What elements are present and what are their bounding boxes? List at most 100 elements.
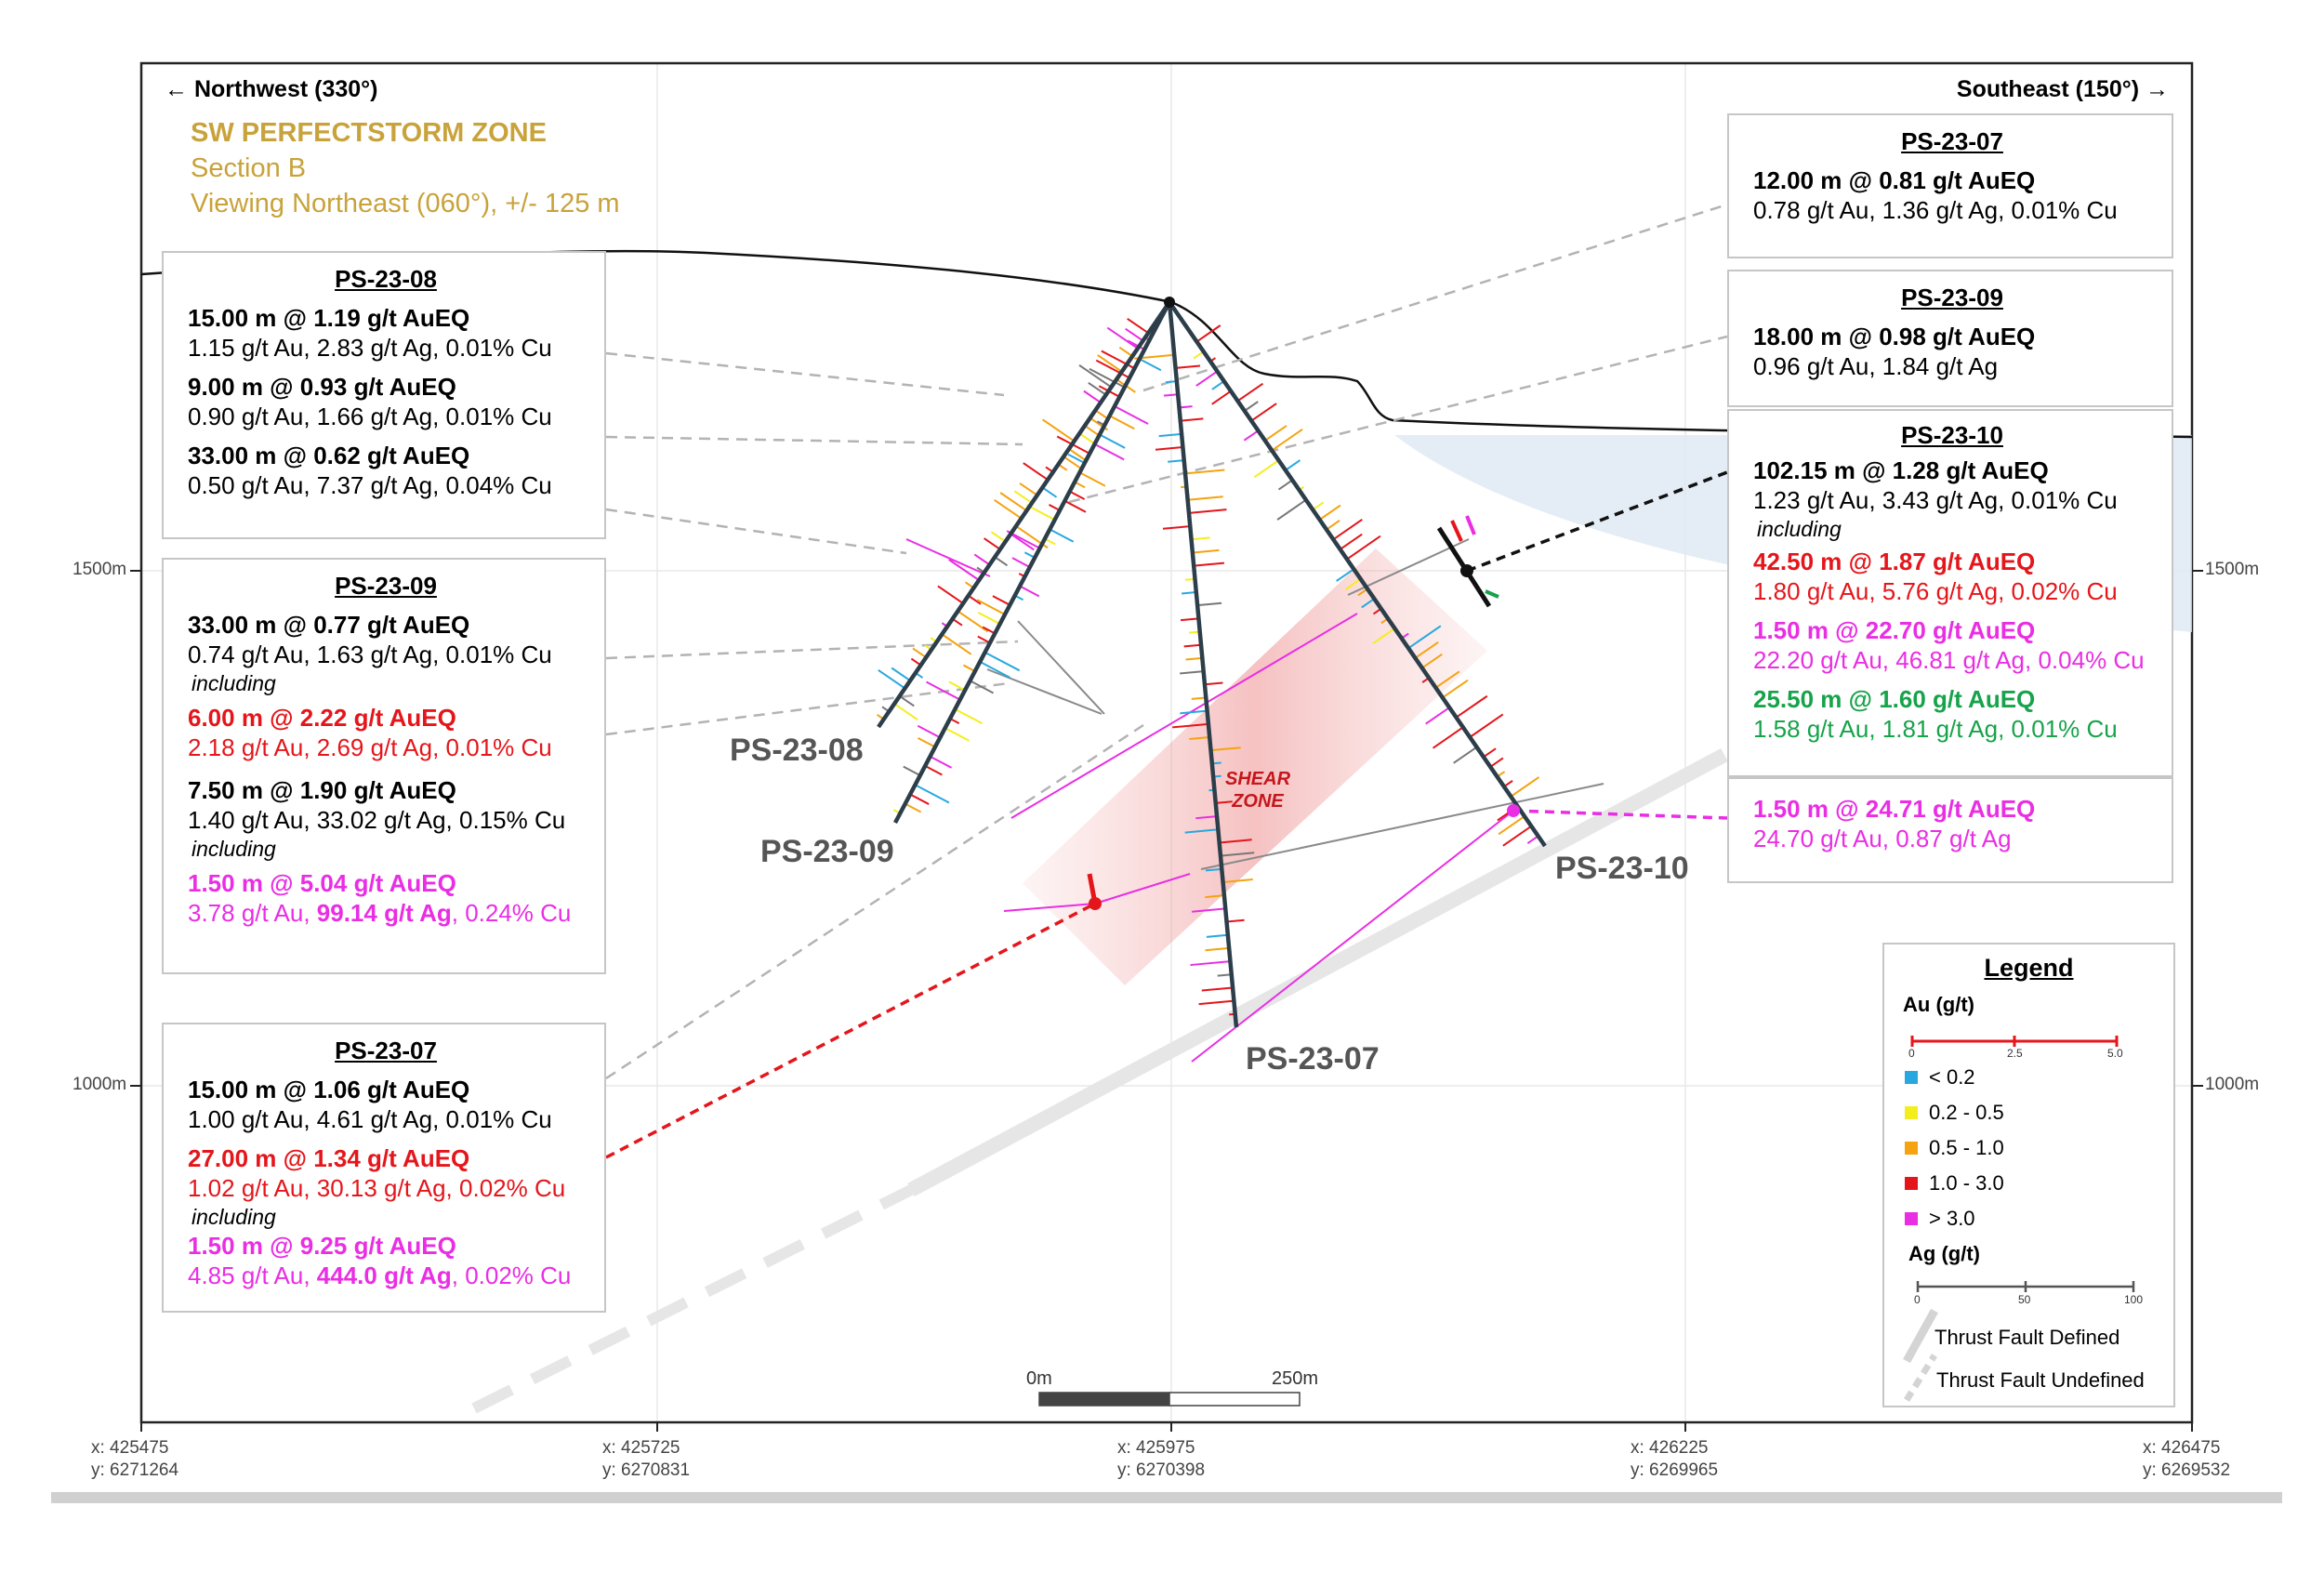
legend-au-label: Au (g/t) [1903,993,1974,1016]
elevation-1000-right: 1000m [2205,1075,2260,1094]
legend-class-4: 1.0 - 3.0 [1929,1171,2004,1195]
box-ps-23-10-magenta: 1.50 m @ 24.71 g/t AuEQ 24.70 g/t Au, 0.… [1727,777,2173,883]
trace-ps-23-07 [1167,301,1239,1028]
assay-tick [878,668,906,690]
assay-tick [1277,479,1293,491]
assay-tick [1434,670,1460,689]
legend-swatch-5 [1905,1212,1918,1225]
assay-tick [1195,324,1221,343]
assay-tick [969,680,995,694]
box-ps-23-07-right: PS-23-07 12.00 m @ 0.81 g/t AuEQ 0.78 g/… [1727,113,2173,258]
assay-tick [1172,722,1208,729]
legend-ag-scale [1916,1281,2135,1292]
assay-tick [984,537,1001,550]
assay-tick [992,595,1010,606]
assay-tick [914,784,950,804]
assay-tick [1049,528,1075,543]
assay-tick [1190,960,1231,967]
assay-tick [903,765,921,776]
elevation-1000-left: 1000m [73,1075,127,1094]
assay-tick [1184,828,1219,834]
assay-tick [1442,679,1469,699]
assay-tick [982,626,996,635]
assay-tick [1168,459,1184,463]
legend: Legend Au (g/t) 0 2.5 5.0 < 0.2 0.2 - 0.… [1882,943,2175,1407]
assay-tick [1211,390,1232,405]
assay-tick [1340,533,1363,550]
assay-tick [1179,405,1193,409]
assay-tick [948,680,966,692]
hole-label-ps-23-07: PS-23-07 [1246,1041,1380,1077]
au-tick-0: 0 [1908,1047,1915,1060]
assay-tick [1019,585,1040,598]
box-title: PS-23-10 [1901,421,2003,449]
assay-tick [1109,415,1135,430]
assay-tick [1276,498,1307,521]
assay-tick [1182,591,1196,595]
legend-class-2: 0.2 - 0.5 [1929,1101,2004,1124]
assay-tick [1162,525,1191,530]
assay-tick [1195,370,1218,387]
assay-tick [1204,681,1223,686]
assay-tick [941,633,972,655]
assay-tick [1205,894,1225,899]
leader-ps07-red [605,902,1096,1159]
ag-tick-2: 100 [2124,1293,2144,1306]
assay-tick [973,553,991,566]
au-tick-1: 2.5 [2007,1047,2023,1060]
leader-lines [605,203,1728,1080]
assay-tick [1127,317,1149,335]
assay-tick [1319,504,1341,521]
assay-tick [1271,429,1303,452]
assay-tick [1069,490,1086,500]
assay-tick [1433,726,1464,749]
assay-tick [1078,364,1112,389]
thrust-fault-undefined [471,1184,914,1414]
assay-tick [926,680,961,701]
assay-tick [1191,536,1210,541]
assay-tick [1183,643,1202,648]
assay-tick [1194,561,1225,567]
assay-tick [1185,656,1203,661]
assay-tick [1125,327,1144,342]
assay-tick [1210,746,1241,752]
assay-tick [891,667,911,681]
assay-tick [1188,509,1227,514]
assay-tick [1097,354,1123,373]
assay-tick [999,492,1027,512]
collar-marker [1164,297,1175,308]
assay-tick [984,651,1021,672]
assay-tick [1139,358,1162,372]
assay-tick [1180,709,1208,715]
scale-start-label: 0m [1026,1368,1052,1389]
assay-tick [1155,446,1183,451]
assay-tick [1425,707,1450,725]
assay-tick [1244,401,1259,412]
assay-tick [1332,519,1363,541]
legend-fault-defined: Thrust Fault Defined [1934,1326,2120,1349]
assay-tick [1312,501,1325,511]
box-ps-23-10: PS-23-10 102.15 m @ 1.28 g/t AuEQ 1.23 g… [1727,409,2173,777]
box-title: PS-23-08 [335,265,437,293]
assay-tick [909,793,930,805]
legend-class-5: > 3.0 [1929,1207,1975,1230]
assay-tick [1083,390,1102,403]
ag-tick-0: 0 [1914,1293,1921,1306]
assay-tick [1336,568,1354,582]
assay-tick [1243,429,1260,442]
direction-left: ← Northwest (330°) [165,76,378,102]
shear-zone-label: SHEAR ZONE [1225,769,1291,812]
assay-tick [1106,326,1139,350]
assay-tick [1041,486,1058,498]
topography-line [140,249,2193,439]
assay-tick [1114,405,1149,425]
assay-tick [1215,800,1233,804]
assay-tick [1095,359,1130,379]
assay-tick [1250,403,1277,422]
assay-tick [893,703,918,721]
assay-tick [968,594,982,605]
assay-tick [1195,815,1218,820]
assay-tick [1222,878,1253,883]
assay-tick [905,802,922,813]
assay-tick [1489,757,1504,768]
